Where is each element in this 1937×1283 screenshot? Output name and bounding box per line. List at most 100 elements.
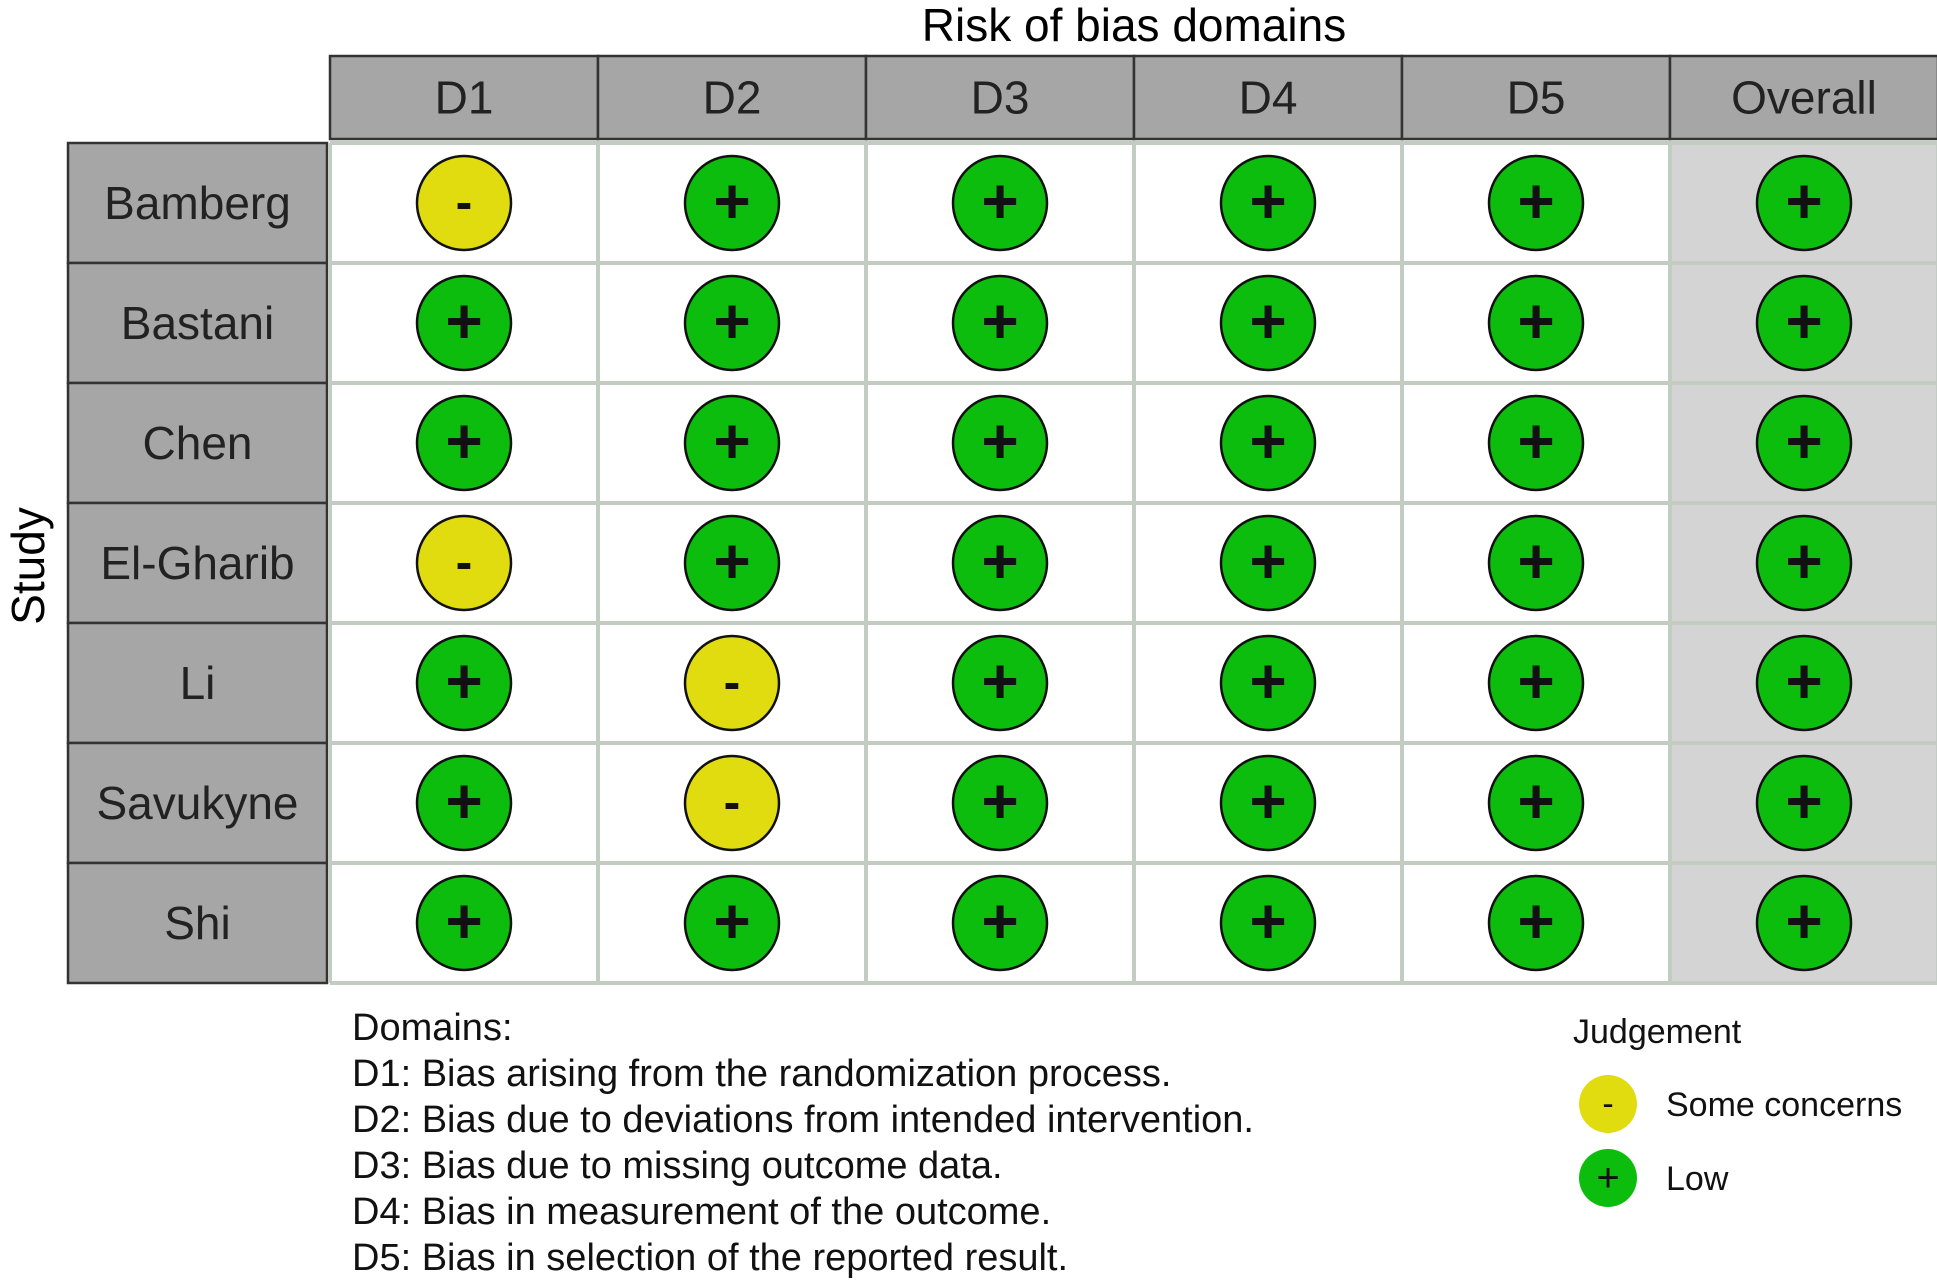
judgement-circle xyxy=(1487,274,1585,372)
judgement-circle xyxy=(951,874,1049,972)
judgement-savukyne-d5: + xyxy=(1487,754,1585,852)
judgement-chen-d3: + xyxy=(951,394,1049,492)
judgement-savukyne-d2: - xyxy=(683,754,781,852)
column-header-d2 xyxy=(596,54,868,141)
legend-item-some-concerns: - Some concerns xyxy=(1579,1075,1902,1133)
study-header-bastani xyxy=(66,261,329,385)
study-label: Li xyxy=(180,657,216,709)
judgement-shi-d3: + xyxy=(951,874,1049,972)
judgement-li-overall: + xyxy=(1755,634,1853,732)
judgement-chen-d4: + xyxy=(1219,394,1317,492)
legend-symbol: - xyxy=(1602,1085,1613,1123)
judgement-symbol: + xyxy=(981,645,1018,717)
study-label: Bastani xyxy=(121,297,274,349)
judgement-symbol: + xyxy=(1517,765,1554,837)
judgement-symbol: + xyxy=(445,405,482,477)
judgement-circle xyxy=(1755,394,1853,492)
judgement-bastani-d1: + xyxy=(415,274,513,372)
judgement-circle xyxy=(1487,394,1585,492)
judgement-bastani-d5: + xyxy=(1487,274,1585,372)
domains-heading: Domains: xyxy=(352,1007,513,1049)
judgement-bastani-d4: + xyxy=(1219,274,1317,372)
judgement-circle xyxy=(1487,634,1585,732)
judgement-li-d2: - xyxy=(683,634,781,732)
judgement-circle xyxy=(1755,154,1853,252)
judgement-savukyne-overall: + xyxy=(1755,754,1853,852)
study-label: Chen xyxy=(143,417,253,469)
domain-description: D2: Bias due to deviations from intended… xyxy=(352,1099,1254,1141)
judgement-chen-d2: + xyxy=(683,394,781,492)
judgement-circle xyxy=(1755,274,1853,372)
column-header-label: D3 xyxy=(971,72,1030,124)
column-header-label: D5 xyxy=(1507,72,1566,124)
judgement-circle xyxy=(1219,634,1317,732)
judgement-circle xyxy=(1755,514,1853,612)
column-header-label: D4 xyxy=(1239,72,1298,124)
judgement-symbol: + xyxy=(1785,645,1822,717)
column-header-d1 xyxy=(328,54,600,141)
judgement-symbol: + xyxy=(445,885,482,957)
judgement-symbol: + xyxy=(1517,165,1554,237)
judgement-circle xyxy=(415,154,513,252)
judgement-bamberg-d4: + xyxy=(1219,154,1317,252)
judgement-symbol: + xyxy=(981,885,1018,957)
judgement-symbol: + xyxy=(1249,645,1286,717)
column-header-d5 xyxy=(1400,54,1672,141)
study-header-chen xyxy=(66,381,329,505)
judgement-circle xyxy=(951,634,1049,732)
judgement-circle xyxy=(415,874,513,972)
judgement-circle xyxy=(1755,874,1853,972)
judgement-circle xyxy=(683,754,781,852)
judgement-symbol: + xyxy=(445,765,482,837)
judgement-circle xyxy=(951,154,1049,252)
domain-description: D5: Bias in selection of the reported re… xyxy=(352,1237,1068,1279)
judgement-circle xyxy=(683,514,781,612)
judgement-circle xyxy=(951,754,1049,852)
judgement-circle xyxy=(1487,874,1585,972)
legend-label: Some concerns xyxy=(1666,1086,1902,1124)
judgement-symbol: + xyxy=(981,765,1018,837)
judgement-symbol: + xyxy=(1249,525,1286,597)
column-header-label: D1 xyxy=(435,72,494,124)
judgement-li-d5: + xyxy=(1487,634,1585,732)
judgement-circle xyxy=(683,874,781,972)
column-header-label: Overall xyxy=(1731,72,1877,124)
grid: D1 D2 D3 D4 D5 Overall Bamberg Bastani Chen El-Gh… xyxy=(66,54,1937,985)
column-header-d4 xyxy=(1132,54,1404,141)
judgement-shi-d1: + xyxy=(415,874,513,972)
judgement-bastani-d3: + xyxy=(951,274,1049,372)
legend-swatch xyxy=(1579,1075,1637,1133)
study-label: Savukyne xyxy=(96,777,298,829)
judgement-el-gharib-d1: - xyxy=(415,514,513,612)
judgement-symbol: + xyxy=(1249,165,1286,237)
column-header-label: D2 xyxy=(703,72,762,124)
judgement-symbol: - xyxy=(724,774,741,830)
domains-key: Domains:D1: Bias arising from the random… xyxy=(352,1007,1254,1279)
legend-label: Low xyxy=(1666,1160,1729,1198)
study-label: Bamberg xyxy=(104,177,291,229)
judgement-savukyne-d1: + xyxy=(415,754,513,852)
judgement-symbol: + xyxy=(445,285,482,357)
column-header-d3 xyxy=(864,54,1136,141)
judgement-circle xyxy=(683,394,781,492)
study-header-savukyne xyxy=(66,741,329,865)
judgement-shi-d5: + xyxy=(1487,874,1585,972)
judgement-circle xyxy=(683,634,781,732)
judgement-circle xyxy=(1487,514,1585,612)
judgement-symbol: + xyxy=(1249,405,1286,477)
judgement-shi-overall: + xyxy=(1755,874,1853,972)
study-header-bamberg xyxy=(66,141,329,265)
judgement-symbol: + xyxy=(1249,885,1286,957)
judgement-circle xyxy=(1219,274,1317,372)
judgement-circle xyxy=(683,274,781,372)
judgement-symbol: - xyxy=(456,174,473,230)
chart-title: Risk of bias domains xyxy=(922,0,1346,51)
judgement-symbol: + xyxy=(1517,525,1554,597)
judgement-shi-d4: + xyxy=(1219,874,1317,972)
judgement-symbol: + xyxy=(1517,405,1554,477)
legend-symbol: + xyxy=(1596,1156,1619,1200)
judgement-li-d1: + xyxy=(415,634,513,732)
domain-description: D4: Bias in measurement of the outcome. xyxy=(352,1191,1051,1233)
judgement-chen-d5: + xyxy=(1487,394,1585,492)
legend-item-low: + Low xyxy=(1579,1149,1729,1207)
